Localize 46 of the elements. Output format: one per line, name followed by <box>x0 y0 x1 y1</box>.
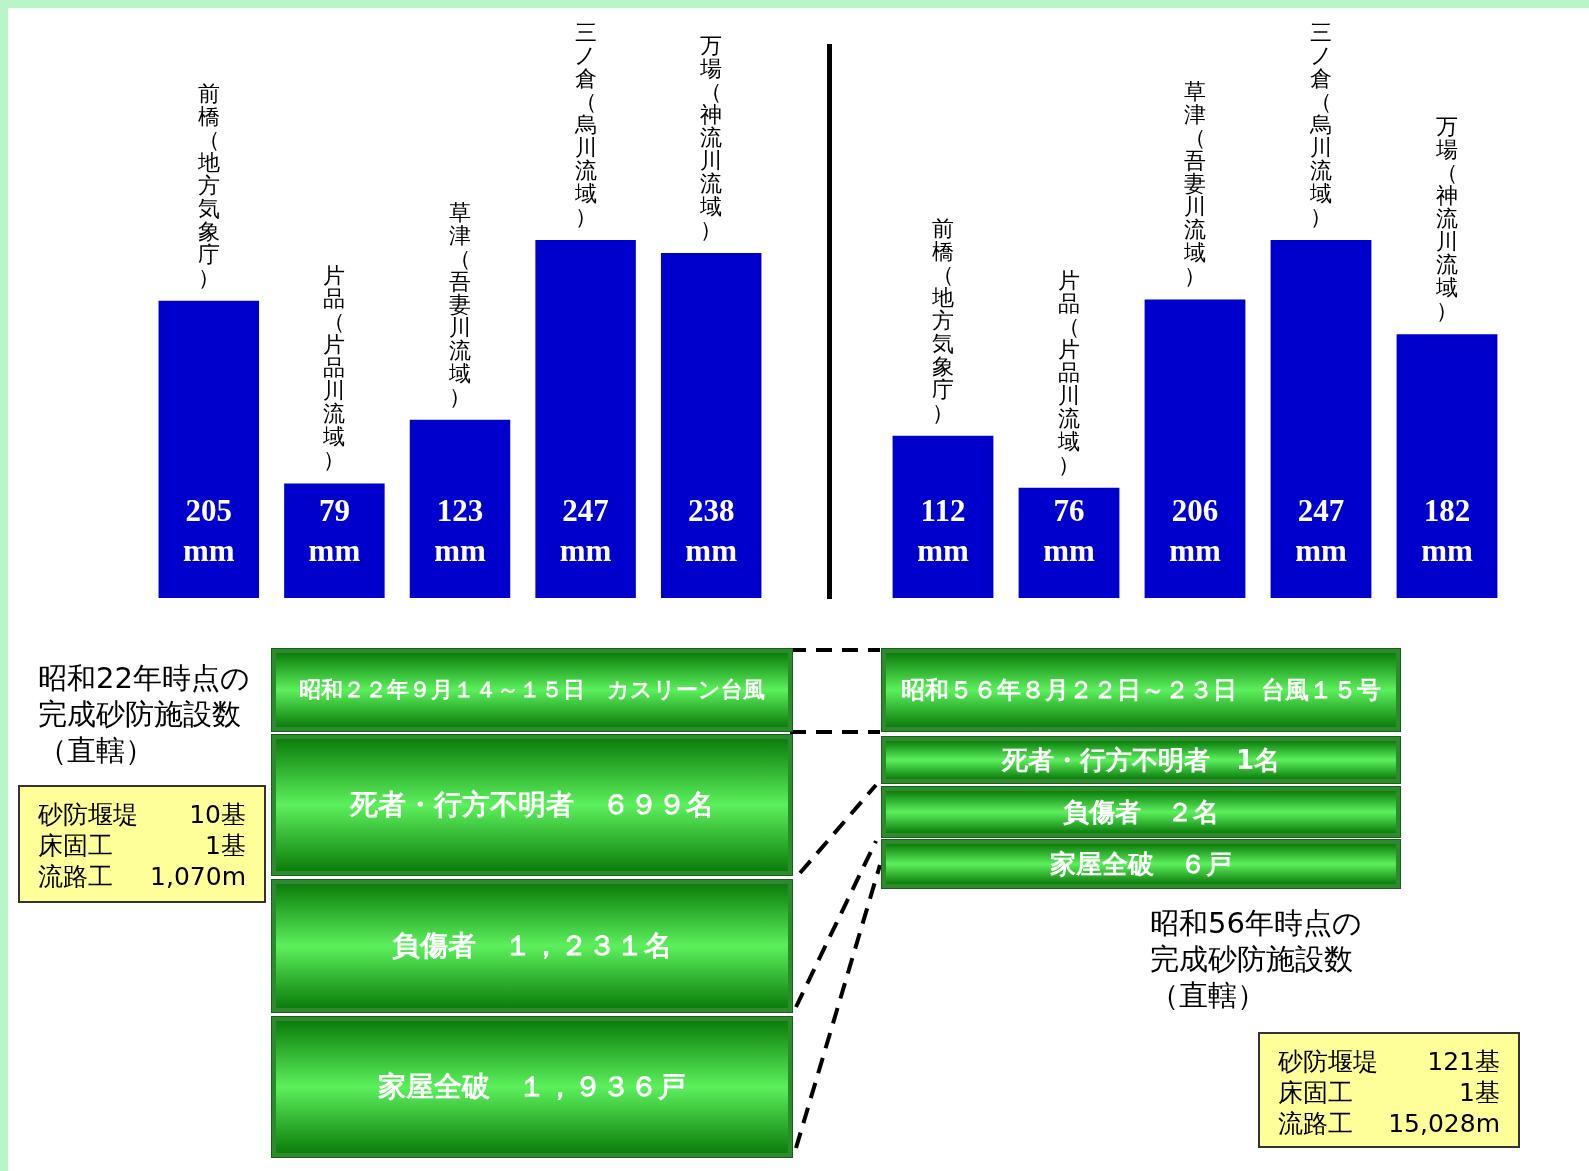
category-label: 万場（神流川流域） <box>700 33 723 243</box>
bar <box>660 253 762 598</box>
bar <box>892 435 994 598</box>
bar <box>535 240 636 598</box>
text: 床固工 1基 <box>1278 1078 1500 1107</box>
bar <box>1144 299 1246 598</box>
text: 家屋全破 １，９３６戸 <box>272 1017 792 1157</box>
category-label: 片品（片品川流域） <box>323 263 346 473</box>
text: 家屋全破 ６戸 <box>882 840 1400 888</box>
text: 昭和５６年８月２２日～２３日 台風１５号 <box>882 649 1400 731</box>
category-label: 三ノ倉（烏川流域） <box>1309 20 1333 229</box>
text: 死者・行方不明者 ６９９名 <box>272 735 792 875</box>
text: 砂防堰堤 10基 <box>38 800 246 829</box>
category-label: 三ノ倉（烏川流域） <box>574 20 598 229</box>
data-label: 76 mm <box>1043 493 1095 569</box>
category-label: 前橋（地方気象庁） <box>197 80 220 290</box>
data-label: 247 mm <box>559 493 612 569</box>
text: 流路工 15,028m <box>1278 1109 1500 1138</box>
text: 昭和56年時点の完成砂防施設数（直轄） <box>1150 905 1362 1013</box>
text: 昭和22年時点の完成砂防施設数（直轄） <box>38 660 250 768</box>
text: 床固工 1基 <box>38 831 246 860</box>
data-label: 112 mm <box>917 493 969 569</box>
data-label: 247 mm <box>1295 493 1347 569</box>
category-label: 草津（吾妻川流域） <box>449 199 471 409</box>
bar <box>409 419 511 598</box>
data-label: 123 mm <box>434 493 486 569</box>
data-label: 206 mm <box>1169 493 1221 569</box>
bar <box>1018 487 1120 598</box>
text: 死者・行方不明者 1名 <box>882 737 1400 783</box>
category-label: 万場（神流川流域） <box>1436 114 1458 324</box>
category-label: 前橋（地方気象庁） <box>932 215 954 425</box>
text: 負傷者 ２名 <box>882 787 1400 837</box>
category-label: 草津（吾妻川流域） <box>1184 79 1206 289</box>
bar <box>1270 240 1372 598</box>
data-label: 238 mm <box>685 493 738 569</box>
text: 負傷者 １，２３１名 <box>272 880 792 1012</box>
text: 昭和２２年９月１４～１５日 カスリーン台風 <box>272 649 792 731</box>
category-label: 片品（片品川流域） <box>1058 267 1080 477</box>
data-label: 182 mm <box>1421 493 1473 569</box>
data-label: 79 mm <box>308 493 361 569</box>
data-label: 205 mm <box>182 493 235 569</box>
bar <box>158 300 260 598</box>
bar <box>1396 334 1498 598</box>
bar <box>284 483 385 598</box>
text: 砂防堰堤 121基 <box>1278 1047 1500 1076</box>
text: 流路工 1,070m <box>38 862 246 891</box>
